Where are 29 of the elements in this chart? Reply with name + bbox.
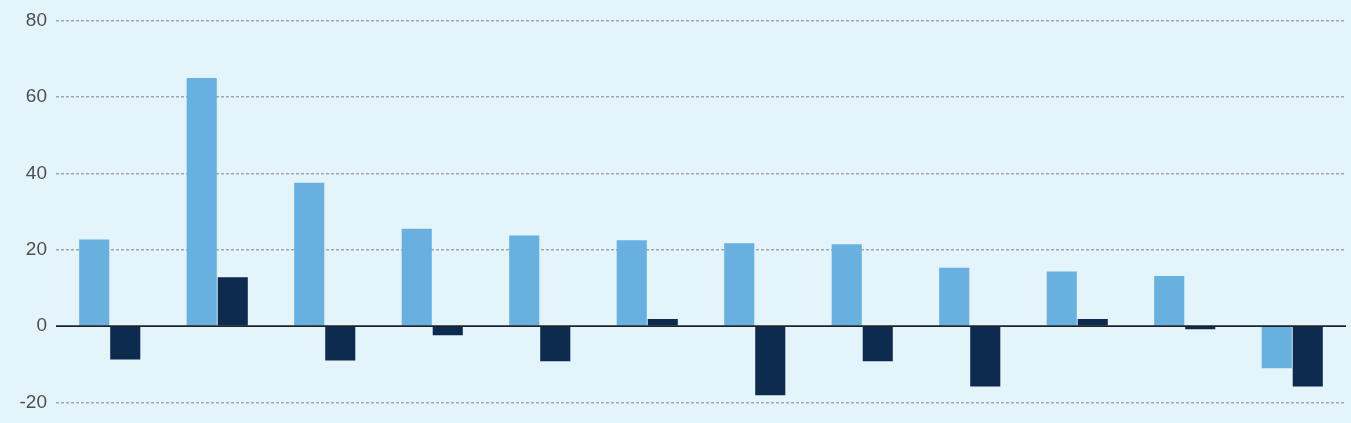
- bar: [509, 235, 540, 326]
- bar: [831, 244, 862, 326]
- bar: [647, 318, 678, 326]
- bar: [1261, 326, 1292, 369]
- y-tick-label: 60: [25, 85, 47, 107]
- bar: [862, 326, 893, 362]
- bar: [970, 326, 1001, 387]
- bar: [1077, 318, 1108, 326]
- y-tick-label: 0: [36, 314, 47, 336]
- bar: [1154, 276, 1185, 326]
- bar: [110, 326, 141, 360]
- bar: [755, 326, 786, 396]
- bar: [540, 326, 571, 362]
- bar: [1046, 271, 1077, 326]
- y-tick-label: 40: [25, 161, 47, 183]
- bar: [616, 240, 647, 326]
- bar: [401, 228, 432, 326]
- bar: [325, 326, 356, 361]
- y-tick-label: 20: [25, 237, 47, 259]
- bar: [217, 277, 248, 326]
- bar: [186, 78, 217, 326]
- bar: [79, 239, 110, 326]
- bar: [1292, 326, 1323, 387]
- bar: [724, 243, 755, 326]
- y-tick-label: -20: [19, 390, 47, 412]
- bar: [432, 326, 463, 336]
- bar: [939, 267, 970, 326]
- bar: [294, 182, 325, 326]
- y-tick-label: 80: [25, 8, 47, 30]
